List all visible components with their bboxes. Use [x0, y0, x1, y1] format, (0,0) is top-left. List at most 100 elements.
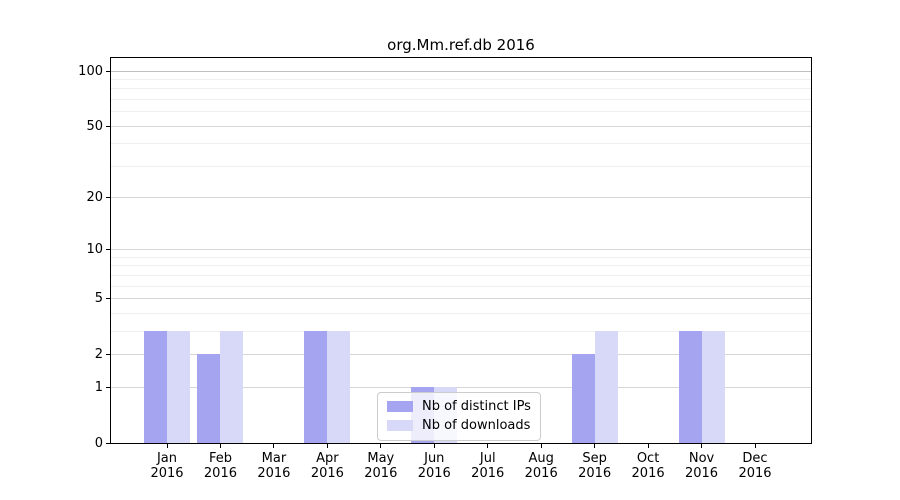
gridline-minor	[111, 274, 811, 276]
x-tick	[487, 444, 489, 448]
x-label-year: 2016	[578, 466, 612, 481]
bar-downloads	[167, 331, 190, 443]
x-label-month: Sep	[582, 451, 607, 466]
x-axis-label: Sep 2016	[568, 451, 622, 481]
y-tick	[106, 353, 110, 355]
bar-downloads	[701, 331, 725, 443]
legend: Nb of distinct IPs Nb of downloads	[377, 392, 541, 441]
gridline-major	[111, 125, 811, 127]
gridline-minor	[111, 330, 811, 332]
y-tick	[106, 125, 110, 127]
x-axis-label: Apr 2016	[300, 451, 354, 481]
x-label-month: May	[367, 451, 395, 466]
y-tick	[106, 249, 110, 251]
x-label-month: Nov	[688, 451, 715, 466]
x-tick	[166, 444, 168, 448]
x-label-month: Oct	[636, 451, 660, 466]
y-tick	[106, 442, 110, 444]
gridline-minor	[111, 165, 811, 167]
gridline-major	[111, 70, 811, 72]
gridline-minor	[111, 285, 811, 287]
x-tick	[326, 444, 328, 448]
y-axis-label: 50	[86, 118, 103, 134]
y-axis-label: 5	[94, 291, 103, 307]
x-label-year: 2016	[738, 466, 772, 481]
legend-label: Nb of distinct IPs	[422, 399, 531, 414]
y-tick	[106, 298, 110, 300]
y-axis-label: 0	[94, 435, 103, 451]
x-label-month: Apr	[316, 451, 339, 466]
legend-swatch-distinct-ips	[387, 401, 413, 412]
gridline-major	[111, 386, 811, 388]
x-axis-label: Dec 2016	[728, 451, 782, 481]
legend-item: Nb of downloads	[387, 418, 531, 433]
gridline-minor	[111, 312, 811, 314]
y-tick	[106, 386, 110, 388]
x-tick	[433, 444, 435, 448]
plot-area	[111, 58, 811, 443]
x-label-month: Jun	[424, 451, 445, 466]
bar-distinct-ips	[678, 331, 702, 443]
legend-swatch-downloads	[387, 420, 413, 431]
y-tick	[106, 197, 110, 199]
x-label-month: Dec	[742, 451, 768, 466]
x-label-year: 2016	[631, 466, 665, 481]
bar-distinct-ips	[571, 354, 595, 443]
bar-downloads	[220, 331, 244, 443]
x-label-month: Aug	[528, 451, 554, 466]
gridline-major	[111, 298, 811, 300]
x-tick	[647, 444, 649, 448]
bar-downloads	[327, 331, 351, 443]
x-label-year: 2016	[150, 466, 184, 481]
x-label-year: 2016	[257, 466, 291, 481]
x-axis-label: Mar 2016	[247, 451, 301, 481]
x-label-month: Mar	[261, 451, 287, 466]
y-axis-label: 100	[78, 63, 103, 79]
bar-distinct-ips	[144, 331, 167, 443]
legend-item: Nb of distinct IPs	[387, 399, 531, 414]
x-label-year: 2016	[684, 466, 719, 481]
y-axis-label: 10	[86, 242, 103, 258]
x-label-month: Feb	[208, 451, 232, 466]
gridline-minor	[111, 111, 811, 113]
x-axis-label: May 2016	[354, 451, 408, 481]
x-tick	[380, 444, 382, 448]
x-label-month: Jan	[156, 451, 178, 466]
x-label-year: 2016	[203, 466, 237, 481]
x-label-year: 2016	[524, 466, 558, 481]
x-axis-label: Aug 2016	[514, 451, 568, 481]
x-axis-label: Jun 2016	[407, 451, 461, 481]
bar-distinct-ips	[197, 354, 221, 443]
gridline-minor	[111, 98, 811, 100]
x-tick	[273, 444, 275, 448]
x-axis-label: Jul 2016	[461, 451, 515, 481]
gridline-minor	[111, 256, 811, 258]
gridline-minor	[111, 265, 811, 267]
gridline-minor	[111, 143, 811, 145]
x-tick	[701, 444, 703, 448]
x-axis-label: Oct 2016	[621, 451, 675, 481]
x-axis-label: Jan 2016	[140, 451, 194, 481]
x-tick	[594, 444, 596, 448]
gridline-minor	[111, 88, 811, 90]
y-axis-label: 2	[94, 346, 103, 362]
bar-distinct-ips	[304, 331, 328, 443]
y-axis-label: 1	[94, 379, 103, 395]
x-tick	[540, 444, 542, 448]
x-label-year: 2016	[417, 466, 451, 481]
x-label-year: 2016	[364, 466, 398, 481]
y-axis-label: 20	[86, 190, 103, 206]
gridline-major	[111, 353, 811, 355]
x-axis-label: Feb 2016	[193, 451, 247, 481]
x-label-month: Jul	[479, 451, 496, 466]
gridline-major	[111, 197, 811, 199]
chart-title: org.Mm.ref.db 2016	[387, 36, 535, 54]
legend-label: Nb of downloads	[422, 418, 531, 433]
x-tick	[754, 444, 756, 448]
bar-downloads	[594, 331, 618, 443]
gridline-major	[111, 249, 811, 251]
x-axis-label: Nov 2016	[675, 451, 729, 481]
gridline-minor	[111, 78, 811, 80]
x-tick	[219, 444, 221, 448]
